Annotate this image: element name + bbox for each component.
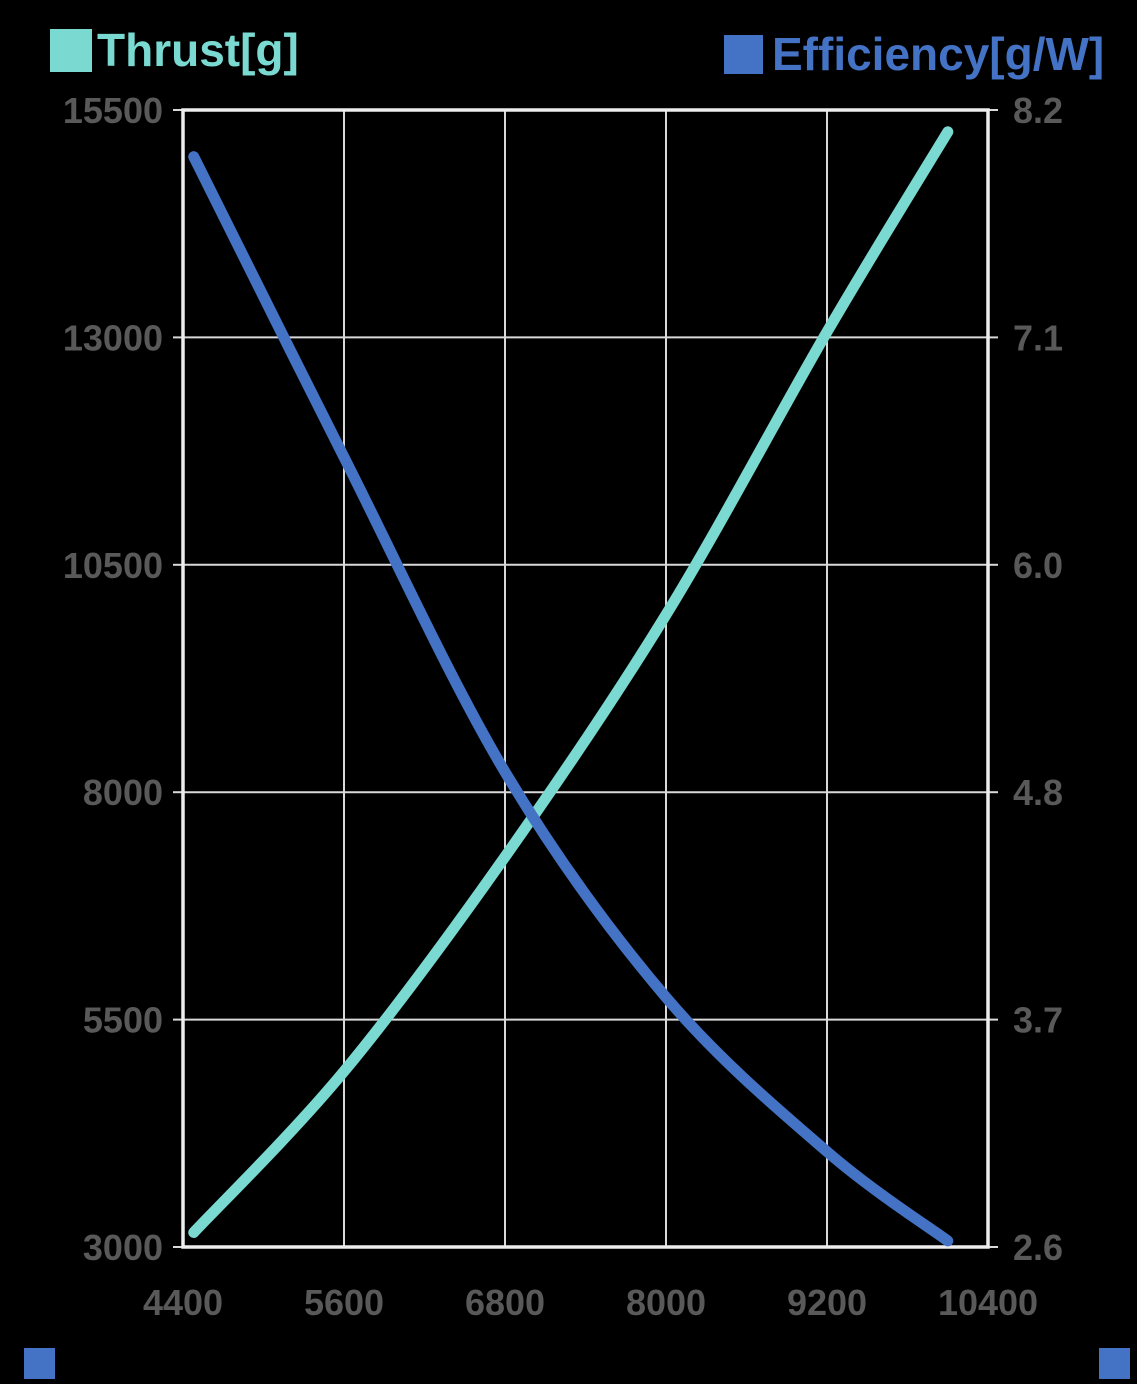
efficiency-line [188, 151, 954, 1247]
thrust-legend-label: Thrust[g] [97, 24, 299, 76]
legend-item-efficiency: Efficiency[g/W] [724, 31, 1104, 77]
y-right-tick-label: 7.1 [1013, 317, 1063, 358]
y-right-tick-label: 2.6 [1013, 1227, 1063, 1268]
y-left-tick-label: 15500 [63, 90, 163, 131]
corner-mark-left [24, 1348, 55, 1379]
x-tick-label: 10400 [938, 1282, 1038, 1323]
y-left-tick-label: 5500 [83, 1000, 163, 1041]
y-left-tick-label: 10500 [63, 545, 163, 586]
y-left-tick-label: 13000 [63, 317, 163, 358]
y-left-tick-label: 8000 [83, 772, 163, 813]
efficiency-legend-label: Efficiency[g/W] [772, 28, 1105, 80]
y-right-tick-label: 3.7 [1013, 1000, 1063, 1041]
x-tick-label: 8000 [626, 1282, 706, 1323]
plot-border [181, 108, 990, 1249]
x-tick-label: 5600 [304, 1282, 384, 1323]
x-tick-label: 9200 [787, 1282, 867, 1323]
y-right-tick-label: 4.8 [1013, 772, 1063, 813]
thrust-line [188, 126, 954, 1238]
x-tick-label: 6800 [465, 1282, 545, 1323]
legend-item-thrust: Thrust[g] [50, 27, 299, 73]
x-tick-label: 4400 [143, 1282, 223, 1323]
y-right-tick-label: 8.2 [1013, 90, 1063, 131]
corner-mark-right [1099, 1348, 1130, 1379]
efficiency-swatch-icon [724, 34, 763, 74]
y-left-tick-label: 3000 [83, 1227, 163, 1268]
thrust-swatch-icon [50, 28, 92, 72]
y-right-tick-label: 6.0 [1013, 545, 1063, 586]
